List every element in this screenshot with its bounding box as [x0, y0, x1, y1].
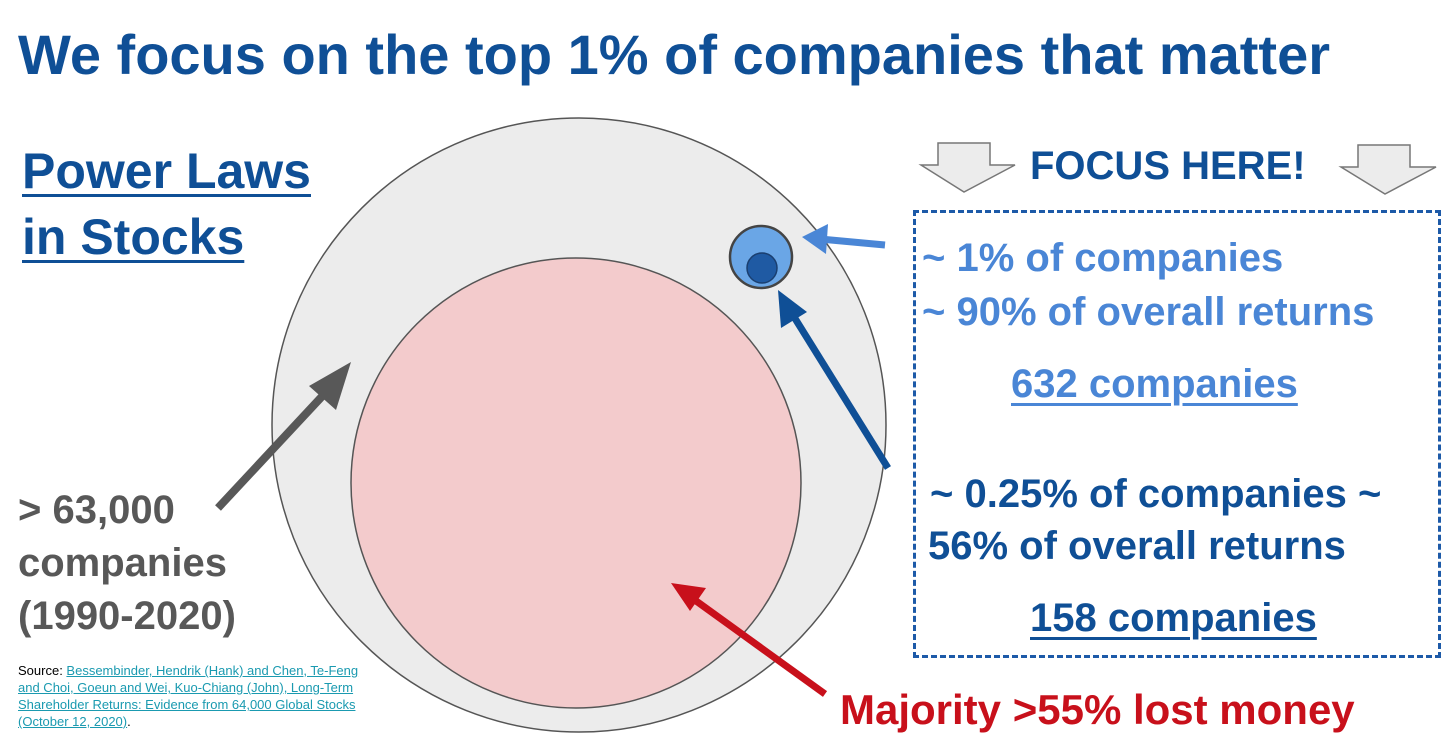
gray-arrow-icon	[215, 362, 351, 511]
total-companies-label: > 63,000 companies (1990-2020)	[18, 484, 236, 643]
lost-money-circle	[350, 257, 802, 709]
down-arrow-outline-icon	[1338, 144, 1437, 195]
elite-count-link[interactable]: 158 companies	[1030, 596, 1317, 640]
dark-blue-arrow-icon	[778, 290, 891, 470]
top-quarter-percent-circle	[746, 252, 778, 284]
focus-box	[913, 210, 1441, 658]
lost-money-label: Majority >55% lost money	[840, 686, 1355, 733]
source-link[interactable]: Bessembinder, Hendrik (Hank) and Chen, T…	[18, 663, 359, 729]
subtitle: Power Laws in Stocks	[22, 138, 311, 270]
subtitle-line-2: in Stocks	[22, 209, 245, 265]
top-count-link[interactable]: 632 companies	[1011, 362, 1298, 406]
subtitle-line-1: Power Laws	[22, 143, 311, 199]
source-prefix: Source:	[18, 663, 67, 678]
focus-label: FOCUS HERE!	[1030, 144, 1306, 188]
total-line-2: companies	[18, 541, 227, 585]
page-title: We focus on the top 1% of companies that…	[18, 23, 1331, 86]
light-blue-arrow-icon	[802, 224, 886, 254]
top-returns-text: ~ 90% of overall returns	[922, 290, 1375, 334]
elite-returns-text: 56% of overall returns	[928, 524, 1346, 568]
total-line-1: > 63,000	[18, 488, 175, 532]
source-suffix: .	[127, 714, 131, 729]
elite-share-text: ~ 0.25% of companies ~	[930, 472, 1382, 516]
down-arrow-outline-icon	[918, 142, 1016, 193]
source-citation: Source: Bessembinder, Hendrik (Hank) and…	[18, 662, 378, 730]
total-line-3: (1990-2020)	[18, 594, 236, 638]
top-share-text: ~ 1% of companies	[922, 236, 1284, 280]
red-arrow-icon	[671, 583, 828, 697]
